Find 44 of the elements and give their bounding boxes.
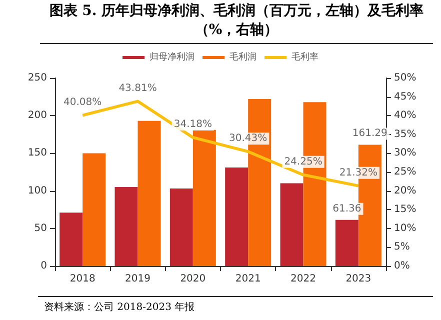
bar: [60, 212, 83, 266]
legend-label: 毛利润: [230, 52, 256, 62]
y2-tick-label: 20%: [394, 185, 416, 196]
y-tick-label: 50: [34, 222, 47, 234]
data-label: 40.08%: [64, 96, 102, 108]
legend-label: 归母净利润: [150, 52, 194, 62]
y-tick-label: 0: [40, 260, 47, 272]
bar: [114, 187, 138, 266]
y2-tick-label: 30%: [394, 148, 416, 159]
x-tick-label: 2019: [125, 274, 150, 284]
bar: [225, 167, 248, 266]
x-tick-label: 2020: [180, 274, 206, 284]
data-label: 161.29: [352, 128, 388, 140]
y-tick-label: 250: [28, 72, 47, 84]
y-tick-label: 200: [28, 110, 47, 122]
bar: [138, 120, 161, 266]
y2-tick-label: 0%: [394, 260, 410, 272]
text: 资料来源：公司 2018-2023 年报: [38, 296, 433, 314]
y2-tick-label: 25%: [394, 166, 416, 178]
bar: [335, 220, 358, 266]
data-label: 43.81%: [118, 82, 157, 94]
data-label: 24.25%: [284, 156, 322, 168]
legend-label: 毛利率: [292, 52, 318, 62]
y2-tick-label: 15%: [394, 204, 416, 216]
data-label: 34.18%: [174, 118, 212, 130]
data-label: 61.36: [332, 203, 362, 214]
x-tick-label: 2021: [235, 274, 261, 284]
y-tick-label: 150: [28, 148, 47, 159]
x-tick-label: 2018: [70, 274, 96, 284]
y2-tick-label: 50%: [394, 72, 416, 84]
bar: [280, 183, 304, 266]
data-label: 30.43%: [229, 133, 268, 144]
y2-tick-label: 10%: [394, 222, 416, 234]
y-tick-label: 100: [28, 185, 47, 196]
y2-tick-label: 45%: [394, 91, 416, 102]
bar: [82, 153, 106, 266]
x-tick-label: 2023: [346, 274, 372, 284]
bar: [170, 188, 193, 266]
y2-tick-label: 35%: [394, 128, 416, 140]
data-label: 21.32%: [339, 167, 378, 178]
chart-title: 图表 5. 历年归母净利润、毛利润（百万元，左轴）及毛利率（%，右轴）: [40, 2, 433, 44]
x-tick-label: 2022: [290, 274, 316, 284]
y2-tick-label: 40%: [394, 110, 416, 122]
y2-tick-label: 5%: [394, 242, 410, 253]
